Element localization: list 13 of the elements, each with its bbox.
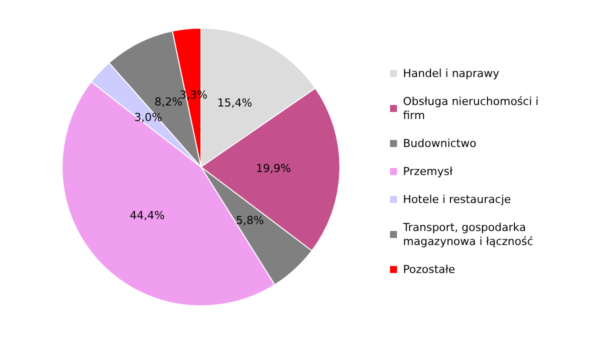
legend-label: Pozostałe (403, 263, 456, 276)
data-label: 44,4% (130, 209, 165, 222)
data-label: 5,8% (236, 214, 264, 227)
legend-label: Hotele i restauracje (403, 193, 512, 206)
data-label: 19,9% (256, 162, 291, 176)
data-label: 15,4% (217, 96, 252, 110)
legend-label: Przemysł (403, 165, 454, 178)
data-label: 8,2% (154, 96, 182, 109)
legend-label: Handel i naprawy (403, 67, 500, 80)
legend-label: Obsługa nieruchomości i firm (403, 95, 542, 122)
data-label: 3,0% (134, 110, 162, 124)
legend-label: Transport, gospodarka magazynowa i łączność (402, 221, 534, 248)
legend-label: Budownictwo (403, 137, 477, 150)
